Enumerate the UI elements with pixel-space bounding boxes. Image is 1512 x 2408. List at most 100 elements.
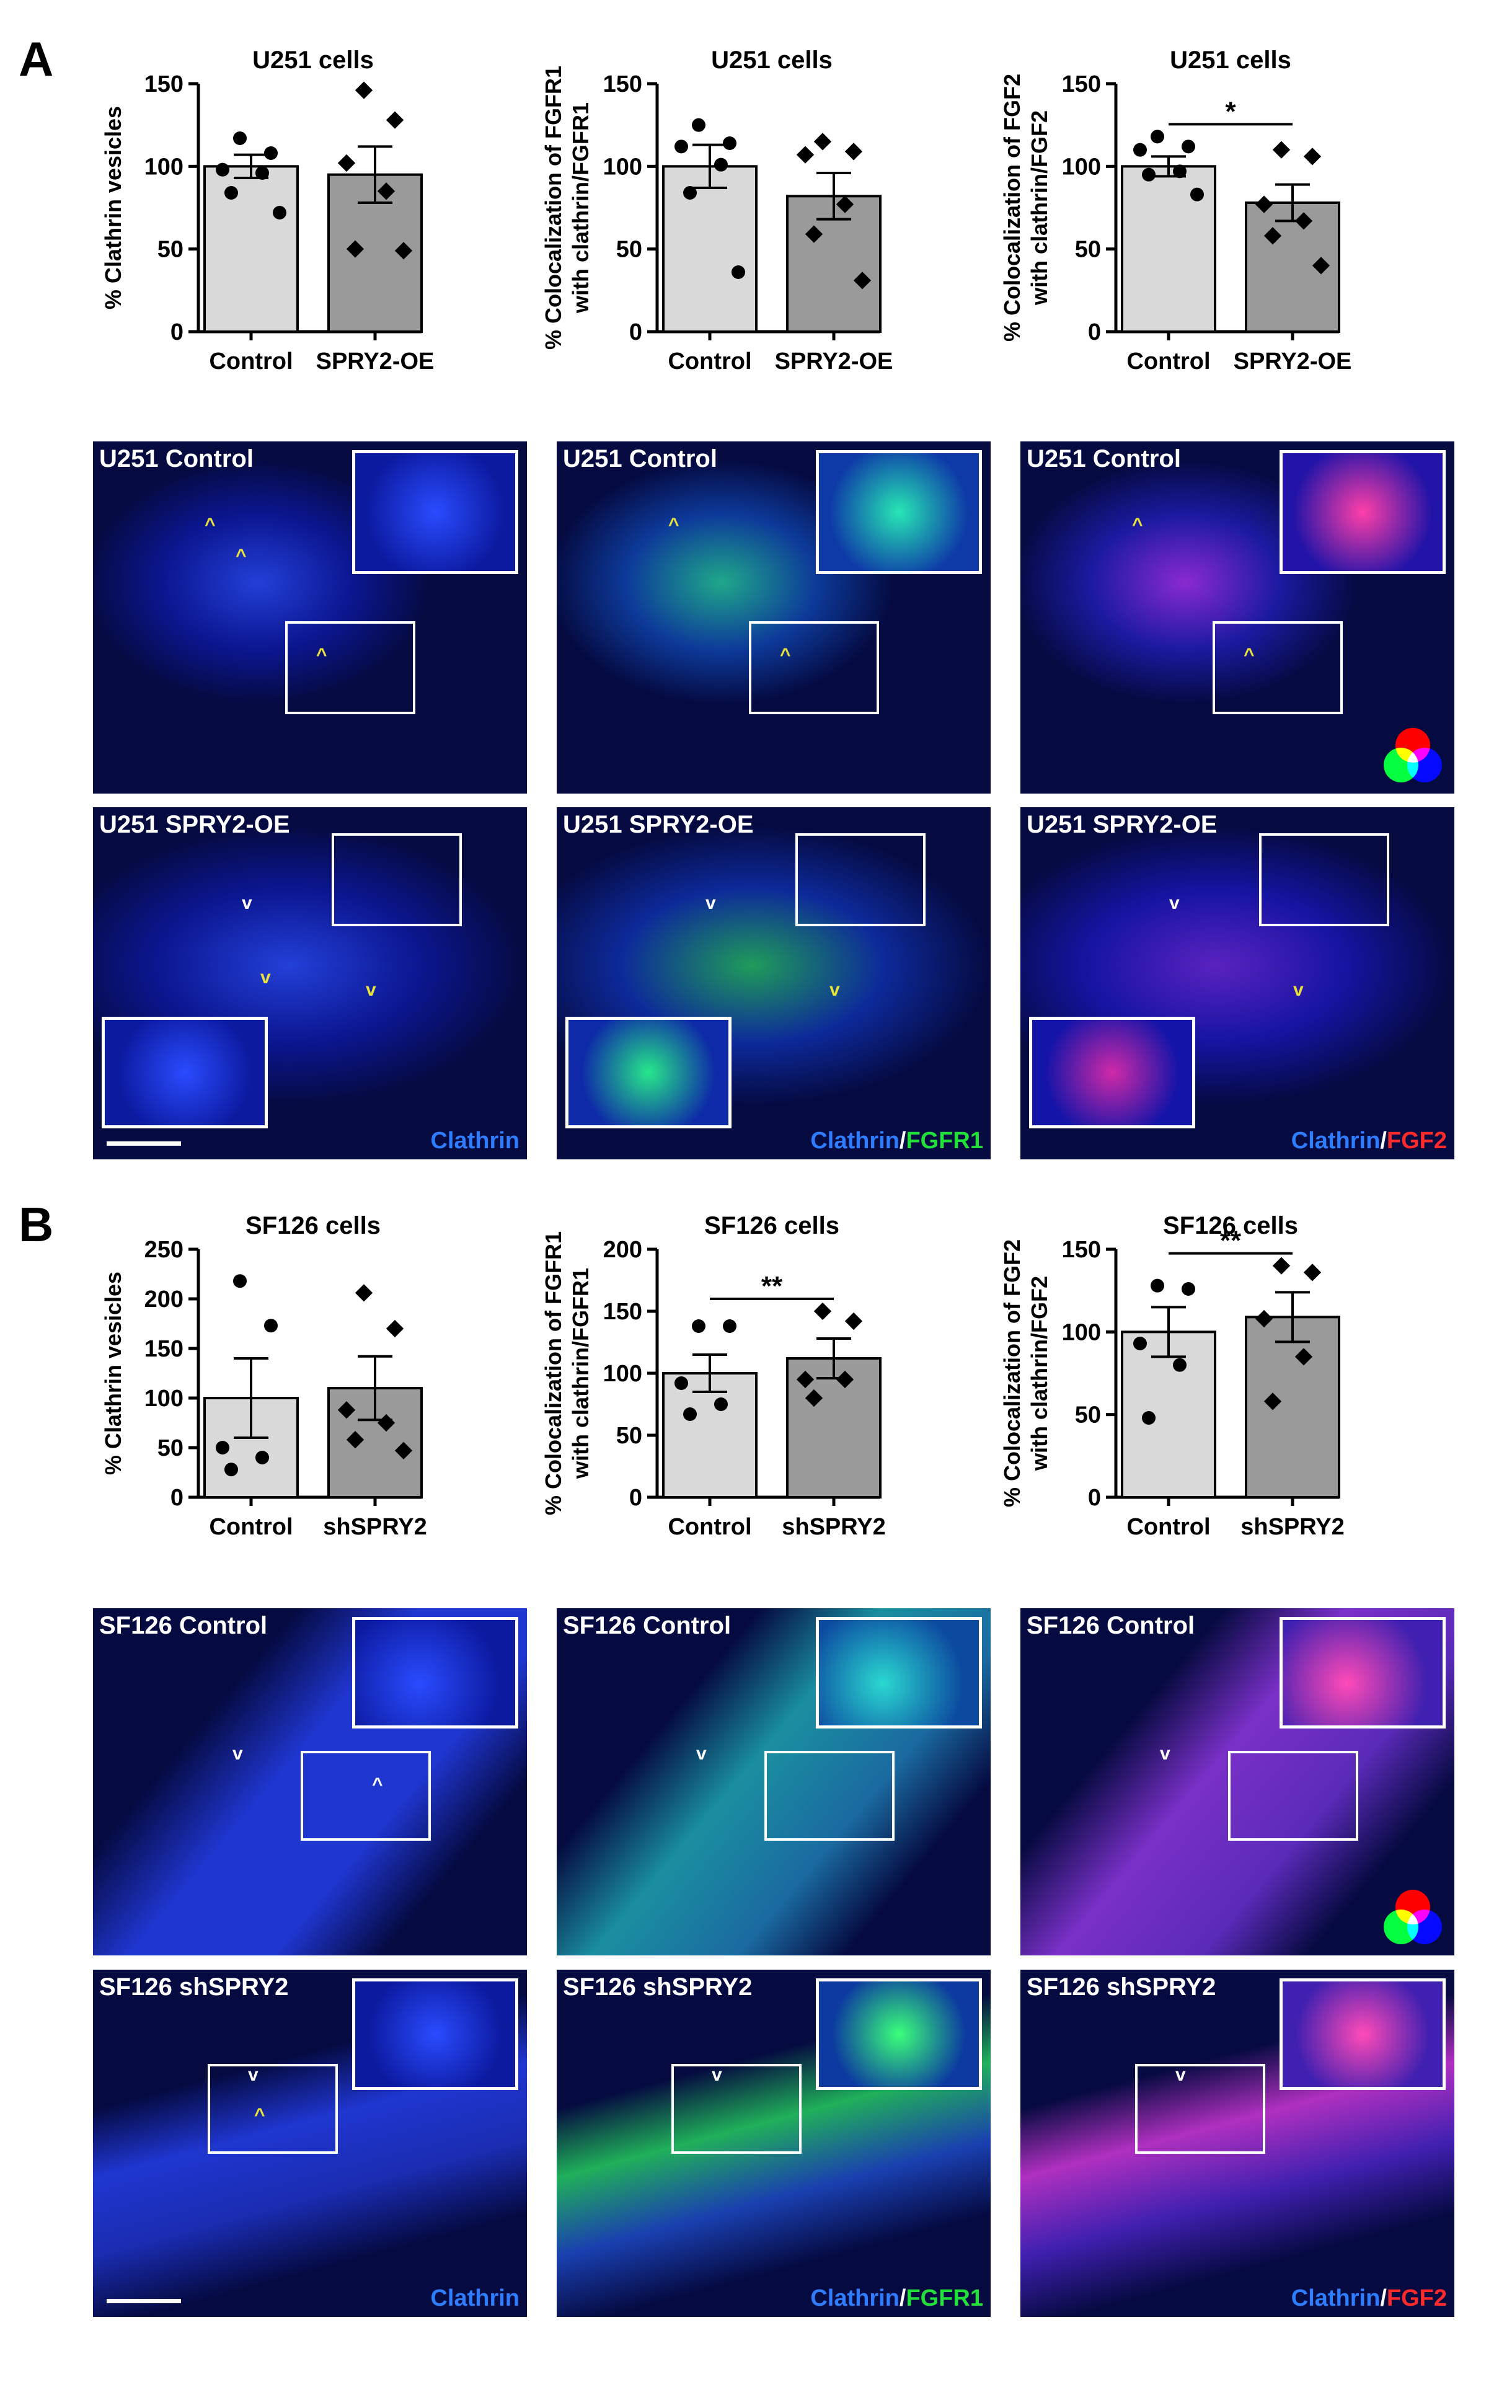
x-tick-label: Control — [668, 348, 751, 374]
chart-title: SF126 cells — [1163, 1212, 1298, 1239]
data-point — [1151, 1278, 1164, 1293]
data-point — [805, 1389, 823, 1407]
x-tick-label: shSPRY2 — [782, 1514, 886, 1540]
channel-label-red: FGF2 — [1386, 1128, 1447, 1154]
x-tick-label: shSPRY2 — [1240, 1514, 1345, 1540]
zoom-inset — [352, 1978, 518, 2090]
roi-box — [764, 1751, 895, 1841]
channel-label-red: FGF2 — [1386, 2285, 1447, 2311]
micro-a-spry2-fgfr1: v v U251 SPRY2-OE Clathrin/FGFR1 — [557, 807, 991, 1159]
roi-box — [1135, 2064, 1265, 2154]
data-point — [836, 1370, 854, 1389]
data-point — [355, 1284, 373, 1302]
chart-title: SF126 cells — [245, 1212, 381, 1239]
data-point — [692, 118, 705, 132]
roi-box — [795, 833, 926, 926]
bar-control — [203, 165, 299, 333]
data-point — [813, 133, 832, 151]
micro-title: U251 SPRY2-OE — [99, 811, 290, 838]
data-point — [796, 1370, 815, 1389]
roi-box — [1259, 833, 1389, 926]
channel-label-white: / — [899, 2285, 906, 2311]
data-point — [805, 225, 823, 243]
y-axis-label: % Colocalization of FGF2with clathrin/FG… — [999, 1239, 1052, 1507]
chart-a-fgfr1-colocalization: U251 cells % Colocalization of FGFR1with … — [541, 46, 893, 374]
micro-title: SF126 Control — [563, 1612, 732, 1639]
data-point — [683, 1407, 697, 1421]
micro-b-control-fgfr1: v SF126 Control — [557, 1608, 991, 1955]
y-tick-label: 150 — [1062, 71, 1101, 97]
data-point — [233, 131, 247, 145]
bar-control — [1121, 1330, 1216, 1498]
arrowhead-icon: v — [1160, 1743, 1170, 1764]
channel-label: Clathrin/FGFR1 — [810, 2285, 983, 2312]
arrowhead-icon: ^ — [780, 645, 791, 665]
y-axis-label-line: with clathrin/FGF2 — [1027, 110, 1052, 306]
y-tick-label: 100 — [144, 154, 183, 180]
x-tick-label: Control — [1126, 1514, 1210, 1540]
y-tick-label: 50 — [1075, 1402, 1101, 1428]
y-tick-label: 150 — [144, 1336, 183, 1362]
y-axis-label-line: % Clathrin vesicles — [100, 106, 126, 309]
data-point — [836, 195, 854, 213]
chart-title: SF126 cells — [704, 1212, 839, 1239]
roi-box — [208, 2064, 338, 2154]
arrowhead-icon: ^ — [372, 1774, 383, 1795]
y-tick-label: 0 — [170, 319, 183, 345]
y-tick-label: 150 — [144, 71, 183, 97]
data-point — [1151, 130, 1164, 144]
chart-title: U251 cells — [711, 46, 833, 74]
micro-title: U251 Control — [563, 445, 717, 472]
micro-a-control-clathrin: ^ ^ ^ U251 Control — [93, 441, 527, 794]
data-point — [1255, 195, 1273, 213]
y-tick-label: 150 — [603, 1299, 642, 1325]
data-point — [853, 272, 872, 290]
bar-control — [662, 165, 758, 333]
data-point — [683, 186, 697, 200]
y-axis-label-line: with clathrin/FGFR1 — [568, 1268, 593, 1479]
data-point — [264, 1319, 278, 1333]
channel-label-blue: Clathrin — [810, 2285, 900, 2311]
channel-label-white: / — [899, 1128, 906, 1154]
significance-marker: ** — [761, 1271, 783, 1301]
y-tick-label: 50 — [157, 1435, 183, 1461]
zoom-inset — [565, 1017, 732, 1128]
x-tick-label: Control — [209, 348, 293, 374]
y-tick-label: 0 — [629, 1485, 642, 1511]
data-point — [386, 1319, 404, 1338]
y-axis-label-line: with clathrin/FGFR1 — [568, 102, 593, 314]
arrowhead-icon: ^ — [1132, 515, 1143, 535]
data-point — [255, 166, 269, 180]
y-tick-label: 0 — [170, 1485, 183, 1511]
arrowhead-icon: ^ — [205, 515, 216, 535]
roi-box — [749, 621, 879, 714]
data-point — [346, 1431, 365, 1449]
channel-label-blue: Clathrin — [430, 2285, 519, 2311]
y-tick-label: 100 — [1062, 1319, 1101, 1345]
channel-label-white: / — [1380, 2285, 1387, 2311]
data-point — [1303, 1264, 1322, 1281]
data-point — [1133, 143, 1147, 157]
zoom-inset — [1280, 1617, 1446, 1729]
panel-letter-b: B — [19, 1197, 54, 1252]
data-point — [1263, 227, 1282, 245]
y-tick-label: 250 — [144, 1237, 183, 1263]
data-point — [1190, 187, 1204, 201]
chart-b-fgfr1-colocalization: SF126 cells % Colocalization of FGFR1with… — [541, 1212, 886, 1540]
micro-b-shspry2-fgfr1: v SF126 shSPRY2 Clathrin/FGFR1 — [557, 1970, 991, 2317]
y-tick-label: 150 — [603, 71, 642, 97]
x-tick-label: SPRY2-OE — [1234, 348, 1352, 374]
scale-bar — [107, 1141, 181, 1146]
y-axis-label-line: % Clathrin vesicles — [100, 1272, 126, 1475]
zoom-inset — [102, 1017, 268, 1128]
chart-a-clathrin-vesicles: U251 cells % Clathrin vesicles 0 50 100 150 Co… — [100, 46, 434, 374]
arrowhead-icon: v — [696, 1743, 707, 1764]
micro-a-control-fgf2: ^ ^ U251 Control — [1020, 441, 1454, 794]
micro-title: SF126 Control — [1027, 1612, 1195, 1639]
channel-label-blue: Clathrin — [810, 1128, 900, 1154]
y-tick-label: 0 — [1088, 1485, 1101, 1511]
arrowhead-icon: v — [242, 893, 252, 913]
panel-letter-a: A — [19, 32, 54, 86]
data-point — [714, 157, 728, 172]
roi-box — [332, 833, 462, 926]
